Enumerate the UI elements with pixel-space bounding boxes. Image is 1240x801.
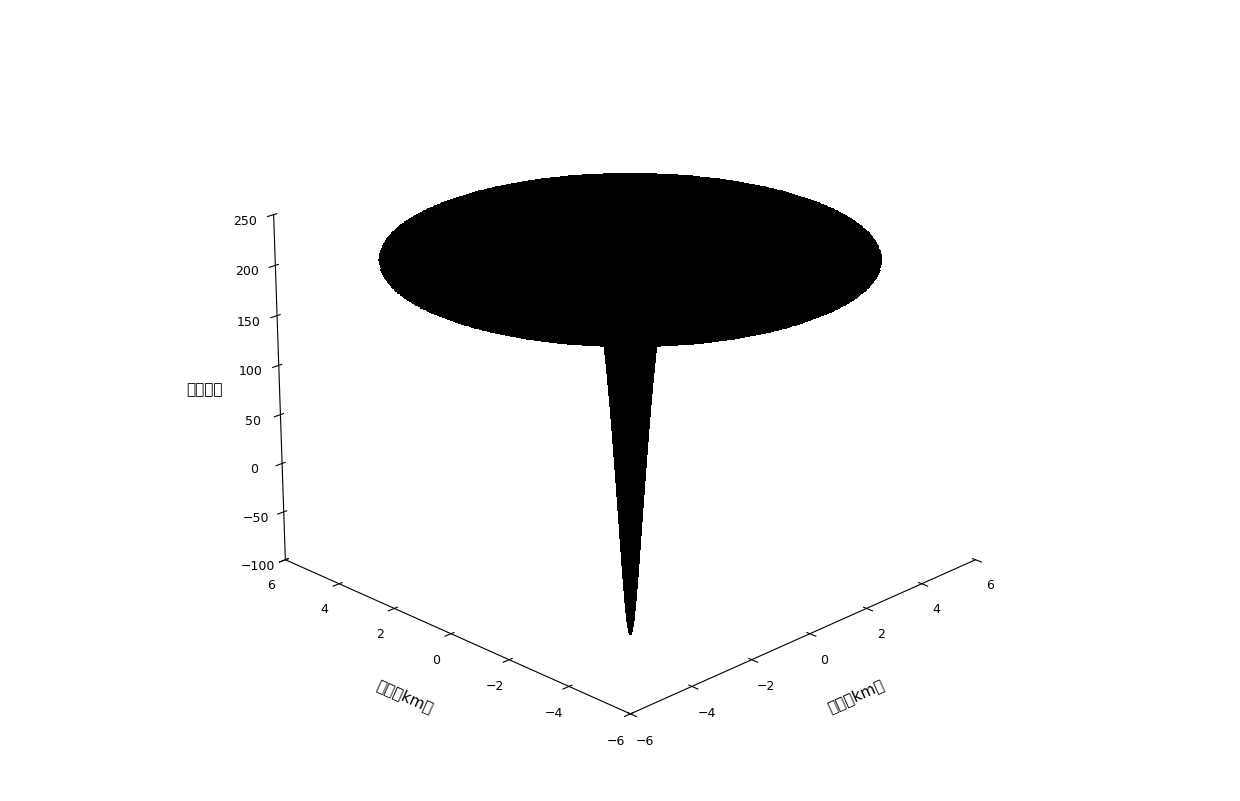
Y-axis label: 距离（km）: 距离（km） [374,677,435,715]
X-axis label: 距离（km）: 距离（km） [826,677,887,715]
